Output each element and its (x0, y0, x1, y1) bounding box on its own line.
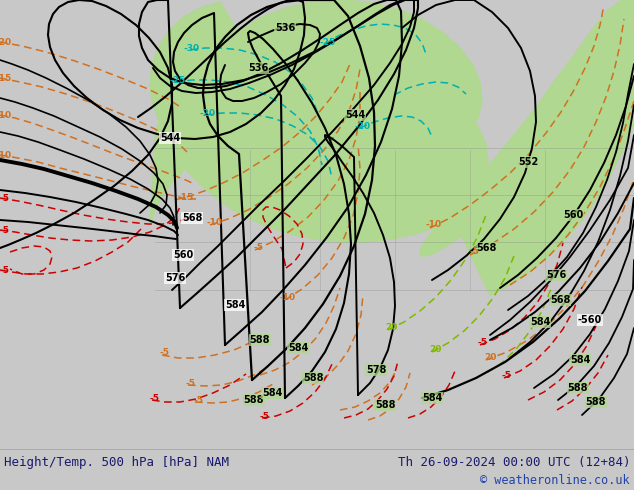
Text: 576: 576 (546, 270, 566, 280)
Text: Height/Temp. 500 hPa [hPa] NAM: Height/Temp. 500 hPa [hPa] NAM (4, 456, 229, 468)
Text: -20: -20 (0, 38, 12, 47)
Text: -5: -5 (150, 393, 160, 402)
Text: -5: -5 (185, 378, 195, 388)
Text: -15: -15 (0, 74, 12, 82)
Text: 560: 560 (563, 210, 583, 220)
Text: -10: -10 (426, 220, 442, 228)
Text: -5: -5 (0, 266, 9, 274)
Text: -10: -10 (207, 218, 223, 226)
Text: -5: -5 (160, 347, 170, 357)
Text: 588: 588 (568, 383, 588, 393)
Text: 536: 536 (275, 23, 295, 33)
Text: 544: 544 (160, 133, 180, 143)
Text: -30: -30 (184, 44, 200, 52)
Text: 584: 584 (288, 343, 308, 353)
Polygon shape (150, 0, 482, 185)
Text: 20: 20 (429, 344, 441, 353)
Text: 568: 568 (182, 213, 202, 223)
Text: -15: -15 (178, 193, 194, 201)
Text: -5: -5 (478, 338, 488, 346)
Text: 584: 584 (225, 300, 245, 310)
Text: 576: 576 (165, 273, 185, 283)
Text: 536: 536 (248, 63, 268, 73)
Text: -5: -5 (469, 246, 479, 255)
Text: 584: 584 (262, 388, 282, 398)
Text: 588: 588 (303, 373, 323, 383)
Text: -25: -25 (170, 75, 186, 84)
Text: 552: 552 (518, 157, 538, 167)
Text: -10: -10 (0, 150, 12, 160)
Text: Th 26-09-2024 00:00 UTC (12+84): Th 26-09-2024 00:00 UTC (12+84) (398, 456, 630, 468)
Text: 588: 588 (586, 397, 606, 407)
Text: 560: 560 (173, 250, 193, 260)
Text: -5: -5 (502, 370, 512, 379)
Text: 568: 568 (476, 243, 496, 253)
Text: 20: 20 (484, 352, 496, 362)
Text: 584: 584 (422, 393, 442, 403)
Text: -5: -5 (0, 194, 9, 202)
Text: -5: -5 (259, 412, 269, 420)
Text: © weatheronline.co.uk: © weatheronline.co.uk (481, 473, 630, 487)
Text: 544: 544 (345, 110, 365, 120)
Text: -20: -20 (355, 122, 371, 130)
Text: 588: 588 (375, 400, 395, 410)
Text: 588: 588 (250, 335, 270, 345)
Text: -10: -10 (280, 293, 296, 301)
Text: -560: -560 (578, 315, 602, 325)
Text: 20: 20 (385, 322, 397, 332)
Text: -10: -10 (0, 111, 12, 120)
Text: -20: -20 (200, 108, 216, 118)
Text: 578: 578 (366, 365, 386, 375)
Text: 584: 584 (570, 355, 590, 365)
Text: 588: 588 (243, 395, 264, 405)
Text: -5: -5 (193, 395, 203, 405)
Polygon shape (420, 0, 634, 295)
Text: -25: -25 (320, 38, 336, 47)
Text: -5: -5 (253, 243, 263, 251)
Text: 584: 584 (530, 317, 550, 327)
Text: 568: 568 (550, 295, 570, 305)
Text: -5: -5 (0, 225, 9, 235)
Polygon shape (150, 41, 488, 242)
